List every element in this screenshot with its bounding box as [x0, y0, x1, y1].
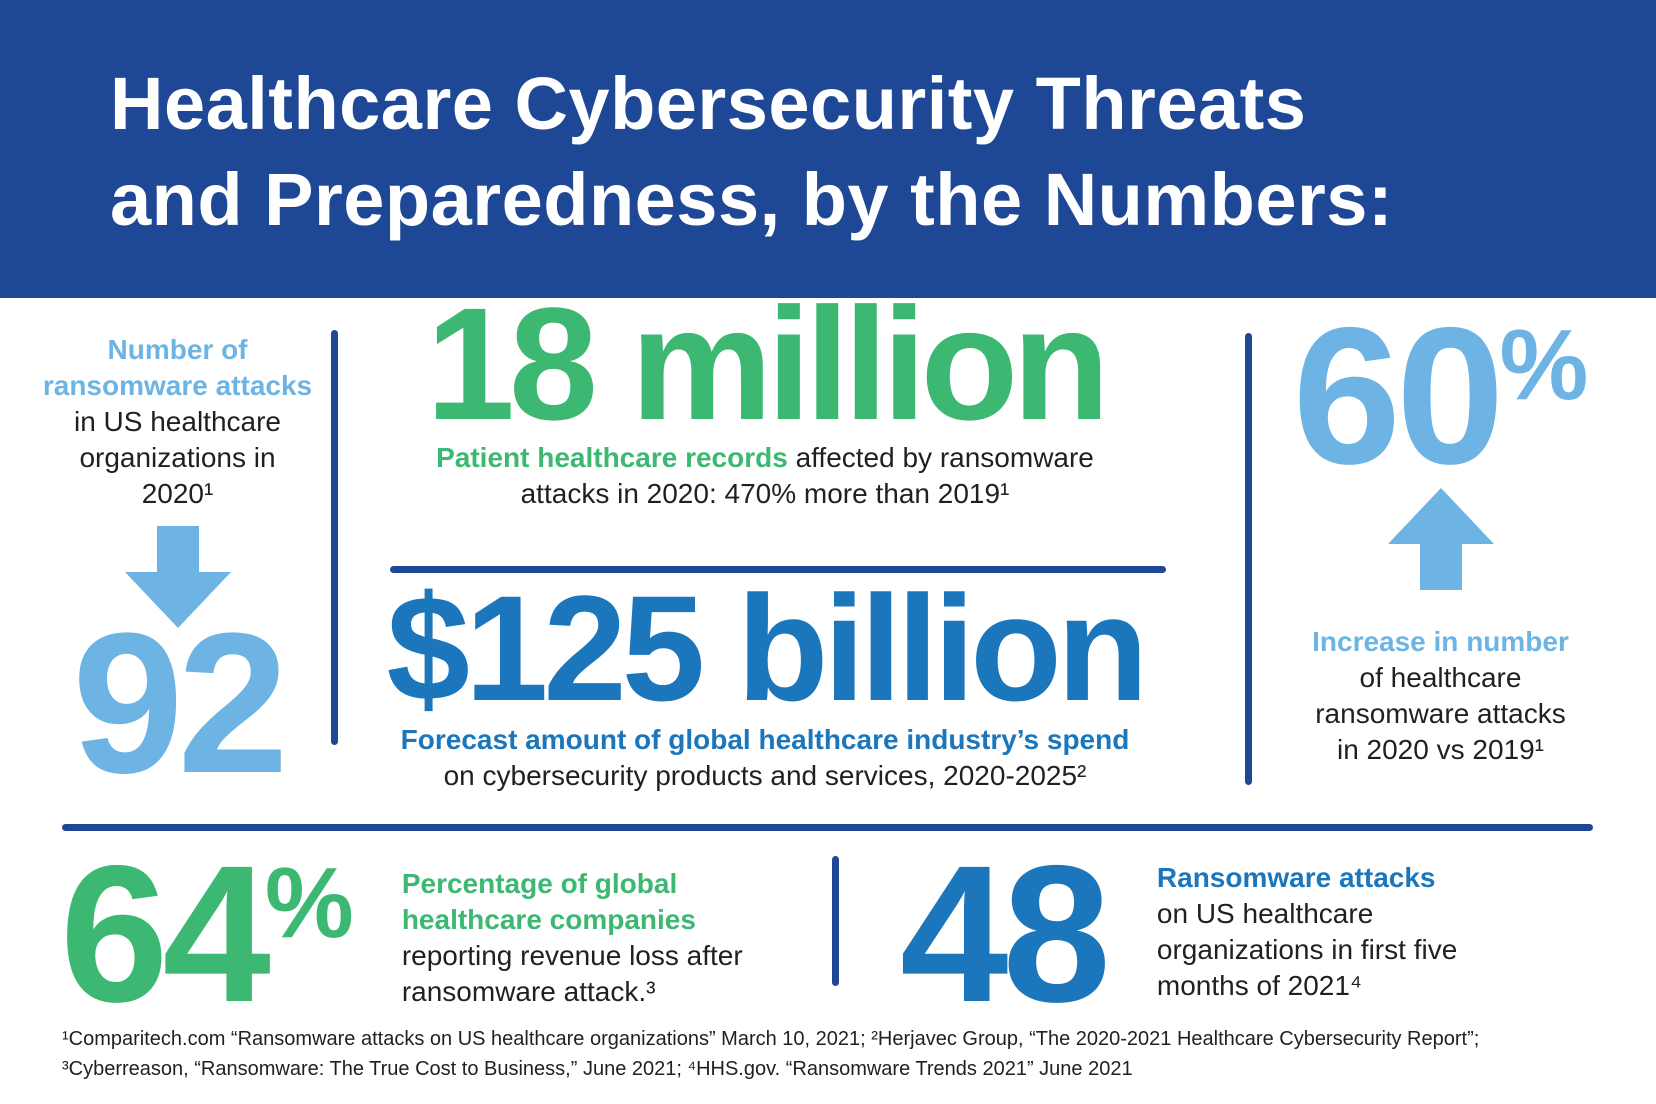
stat-value-92: 92: [72, 592, 288, 815]
stat-caption-highlight: Increase in number: [1312, 626, 1569, 657]
stat-value-48: 48: [900, 825, 1111, 1043]
stat-label-highlight: Number of ransomware attacks: [42, 334, 313, 401]
vertical-divider-left: [331, 330, 338, 745]
stat-caption-highlight: Percentage of global healthcare companie…: [401, 868, 696, 935]
footnote-line-1: ¹Comparitech.com “Ransomware attacks on …: [62, 1028, 1480, 1050]
stat-caption-highlight: Patient healthcare records: [436, 442, 788, 473]
horizontal-divider-middle: [390, 566, 1166, 573]
percent-sign: %: [1499, 309, 1589, 421]
vertical-divider-bottom: [832, 856, 839, 986]
footnote-line-2: ³Cyberreason, “Ransomware: The True Cost…: [62, 1058, 1133, 1080]
stat-cybersecurity-spend: $125 billion Forecast amount of global h…: [370, 564, 1160, 794]
page-title-line-1: Healthcare Cybersecurity Threats: [110, 62, 1307, 145]
stat-value-18-million: 18 million: [426, 274, 1110, 453]
arrow-stem: [156, 526, 199, 572]
decrease-arrow-icon: [124, 526, 231, 628]
increase-arrow-icon: [1387, 488, 1494, 590]
stat-caption-rest: on US healthcare organizations in first …: [1156, 898, 1458, 1001]
page-title: Healthcare Cybersecurity Threats and Pre…: [0, 0, 1656, 248]
arrow-head: [1387, 488, 1494, 544]
stat-value-125-billion: $125 billion: [386, 564, 1149, 732]
stat-caption-rest: on cybersecurity products and services, …: [443, 760, 1087, 791]
stat-revenue-loss: 64% Percentage of global healthcare comp…: [60, 837, 747, 1032]
stat-label-rest: in US healthcare organizations in 2020¹: [73, 406, 281, 509]
stat-revenue-loss-caption: Percentage of global healthcare companie…: [402, 866, 747, 1010]
arrow-head: [124, 572, 231, 628]
stat-value-number: 64: [60, 825, 271, 1043]
stat-attack-increase-caption: Increase in number of healthcare ransomw…: [1301, 624, 1581, 768]
stat-attacks-2021: 48 Ransomware attacks on US healthcare o…: [900, 825, 1462, 1043]
arrow-stem: [1419, 544, 1462, 590]
stat-caption-highlight: Ransomware attacks: [1156, 862, 1436, 893]
stat-attacks-2021-caption: Ransomware attacks on US healthcare orga…: [1157, 860, 1462, 1004]
stat-caption-rest: of healthcare ransomware attacks in 2020…: [1315, 662, 1566, 765]
sources-footnotes: ¹Comparitech.com “Ransomware attacks on …: [62, 1024, 1479, 1084]
percent-sign: %: [264, 847, 354, 959]
header-banner: Healthcare Cybersecurity Threats and Pre…: [0, 0, 1656, 298]
vertical-divider-right: [1245, 333, 1252, 785]
stat-value-64-percent: 64%: [60, 837, 354, 1032]
stat-patient-records: 18 million Patient healthcare records af…: [370, 274, 1160, 512]
stat-ransomware-attacks-2020-label: Number of ransomware attacks in US healt…: [40, 332, 315, 512]
page-title-line-2: and Preparedness, by the Numbers:: [110, 158, 1394, 241]
stat-caption-rest: reporting revenue loss after ransomware …: [401, 940, 743, 1007]
stat-caption-highlight: Forecast amount of global healthcare ind…: [400, 724, 1130, 755]
stat-patient-records-caption: Patient healthcare records affected by r…: [410, 440, 1120, 512]
stat-attack-increase: 60% Increase in number of healthcare ran…: [1268, 299, 1613, 768]
stat-ransomware-attacks-2020: Number of ransomware attacks in US healt…: [40, 332, 315, 815]
stat-cybersecurity-spend-caption: Forecast amount of global healthcare ind…: [370, 722, 1160, 794]
stat-value-number: 60: [1292, 287, 1505, 505]
stat-caption-rest: affected by ransomware attacks in 2020: …: [520, 442, 1094, 509]
stat-value-60-percent: 60%: [1268, 299, 1613, 494]
horizontal-divider-main: [62, 824, 1593, 831]
